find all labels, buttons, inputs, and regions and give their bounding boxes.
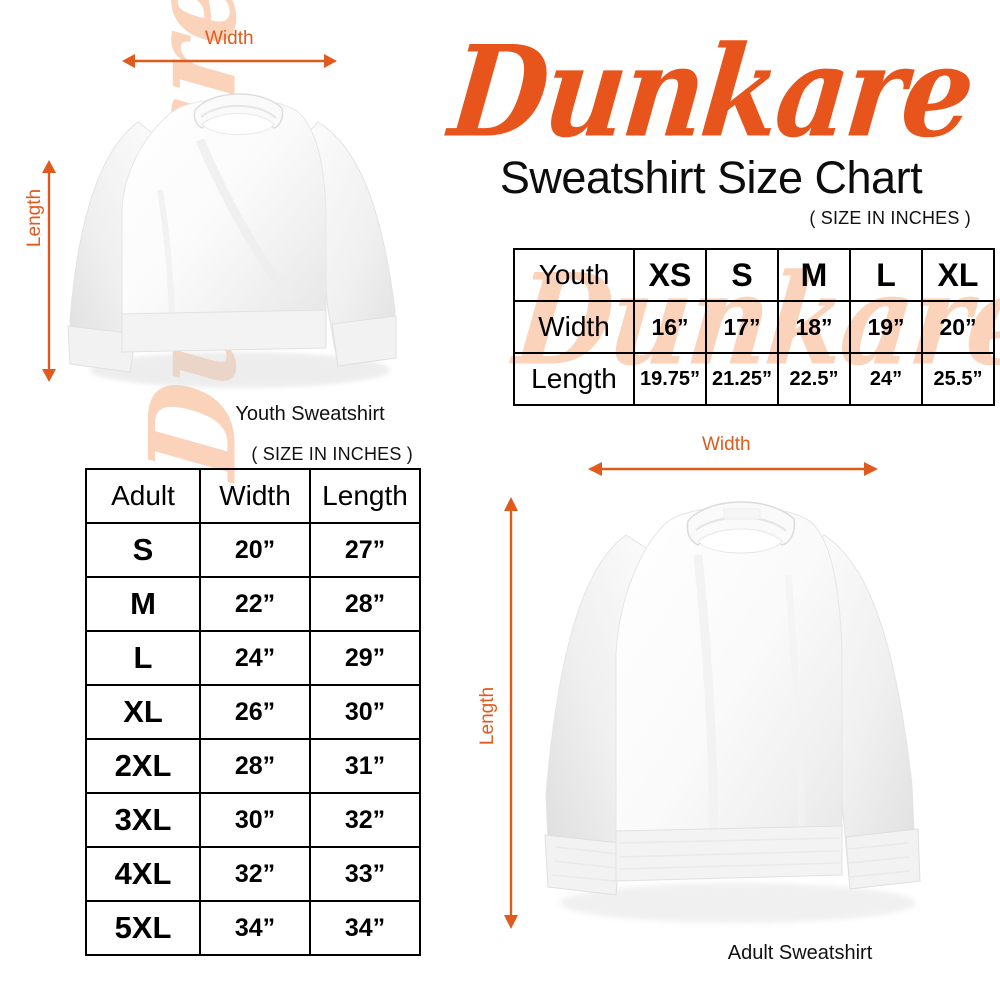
table-row: S 20” 27” — [85, 522, 421, 578]
table-row: L 24” 29” — [85, 630, 421, 686]
adult-unit-note: ( SIZE IN INCHES ) — [251, 444, 413, 464]
adult-size-xl: XL — [85, 684, 201, 740]
youth-size-l: L — [849, 248, 923, 302]
adult-width-s: 20” — [199, 522, 311, 578]
adult-width-4xl: 32” — [199, 846, 311, 902]
adult-length-m: 28” — [309, 576, 421, 632]
page-title: Sweatshirt Size Chart — [499, 152, 923, 203]
adult-length-arrow — [504, 497, 518, 929]
table-row: Adult Width Length — [85, 468, 421, 524]
youth-length-arrow — [42, 160, 56, 382]
youth-length-m: 22.5” — [777, 352, 851, 406]
youth-size-s: S — [705, 248, 779, 302]
youth-size-xl: XL — [921, 248, 995, 302]
youth-length-rowlabel: Length — [513, 352, 635, 406]
adult-size-4xl: 4XL — [85, 846, 201, 902]
youth-sweatshirt-image — [60, 70, 415, 400]
adult-width-2xl: 28” — [199, 738, 311, 794]
adult-size-m: M — [85, 576, 201, 632]
youth-length-xl: 25.5” — [921, 352, 995, 406]
adult-length-4xl: 33” — [309, 846, 421, 902]
adult-length-l: 29” — [309, 630, 421, 686]
youth-length-l: 24” — [849, 352, 923, 406]
adult-width-m: 22” — [199, 576, 311, 632]
brand-logo: Dunkare — [437, 19, 985, 166]
youth-size-xs: XS — [633, 248, 707, 302]
youth-sweatshirt-caption: Youth Sweatshirt — [235, 403, 385, 425]
adult-size-s: S — [85, 522, 201, 578]
youth-width-m: 18” — [777, 300, 851, 354]
youth-width-xl: 20” — [921, 300, 995, 354]
brand-logo-text: Dunkare — [443, 19, 979, 166]
table-row: M 22” 28” — [85, 576, 421, 632]
table-row: Width 16” 17” 18” 19” 20” — [513, 300, 995, 354]
table-row: Length 19.75” 21.25” 22.5” 24” 25.5” — [513, 352, 995, 406]
youth-width-xs: 16” — [633, 300, 707, 354]
adult-length-xl: 30” — [309, 684, 421, 740]
adult-length-s: 27” — [309, 522, 421, 578]
youth-length-xs: 19.75” — [633, 352, 707, 406]
adult-width-l: 24” — [199, 630, 311, 686]
adult-sweatshirt-caption: Adult Sweatshirt — [727, 942, 873, 964]
adult-header-width: Width — [199, 468, 311, 524]
adult-width-arrow — [588, 462, 878, 476]
youth-width-rowlabel: Width — [513, 300, 635, 354]
adult-width-label: Width — [702, 434, 751, 455]
table-row: Youth XS S M L XL — [513, 248, 995, 302]
youth-width-arrow — [122, 54, 337, 68]
adult-width-xl: 26” — [199, 684, 311, 740]
table-row: 3XL 30” 32” — [85, 792, 421, 848]
table-row: XL 26” 30” — [85, 684, 421, 740]
youth-width-s: 17” — [705, 300, 779, 354]
youth-unit-note: ( SIZE IN INCHES ) — [809, 208, 971, 228]
table-row: 2XL 28” 31” — [85, 738, 421, 794]
adult-width-5xl: 34” — [199, 900, 311, 956]
youth-corner-label: Youth — [513, 248, 635, 302]
adult-length-3xl: 32” — [309, 792, 421, 848]
adult-width-3xl: 30” — [199, 792, 311, 848]
adult-size-3xl: 3XL — [85, 792, 201, 848]
table-row: 5XL 34” 34” — [85, 900, 421, 956]
youth-width-l: 19” — [849, 300, 923, 354]
adult-length-2xl: 31” — [309, 738, 421, 794]
adult-size-2xl: 2XL — [85, 738, 201, 794]
adult-size-l: L — [85, 630, 201, 686]
youth-size-m: M — [777, 248, 851, 302]
adult-header-size: Adult — [85, 468, 201, 524]
adult-size-table: Adult Width Length S 20” 27” M 22” 28” L… — [85, 468, 421, 956]
youth-width-label: Width — [205, 28, 254, 49]
youth-size-table: Youth XS S M L XL Width 16” 17” 18” 19” … — [513, 248, 995, 406]
adult-sweatshirt-image — [528, 485, 948, 935]
youth-length-label: Length — [24, 188, 45, 248]
adult-header-length: Length — [309, 468, 421, 524]
youth-length-s: 21.25” — [705, 352, 779, 406]
table-row: 4XL 32” 33” — [85, 846, 421, 902]
adult-size-5xl: 5XL — [85, 900, 201, 956]
adult-length-label: Length — [477, 686, 498, 746]
adult-length-5xl: 34” — [309, 900, 421, 956]
